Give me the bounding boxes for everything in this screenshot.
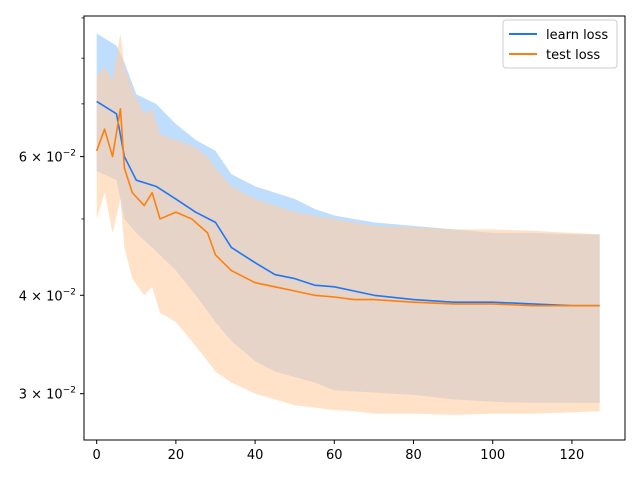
axes: 0 20 40 60 80 100 120 3 × 10−2 4 × 10−2 6 × 10−2 <box>19 15 626 463</box>
x-tick-label: 40 <box>247 448 264 463</box>
y-tick-label: 3 × 10−2 <box>19 386 76 403</box>
legend: learn loss test loss <box>502 19 618 69</box>
legend-box <box>502 19 618 69</box>
legend-label-1: test loss <box>546 48 600 63</box>
x-tick-label: 0 <box>93 448 101 463</box>
series-line-1 <box>95 107 600 307</box>
band-1 <box>96 33 600 415</box>
x-tick-label: 20 <box>168 448 185 463</box>
x-tick-label: 60 <box>326 448 343 463</box>
x-tick-label: 100 <box>480 448 505 463</box>
series-lines <box>95 100 600 307</box>
y-tick-label: 4 × 10−2 <box>19 287 76 304</box>
legend-label-0: learn loss <box>546 28 608 43</box>
series-line-0 <box>96 100 600 307</box>
x-tick-label: 80 <box>405 448 422 463</box>
confidence-bands <box>96 33 600 415</box>
y-tick-label: 6 × 10−2 <box>19 149 76 166</box>
plot-frame <box>83 15 626 441</box>
x-tick-label: 120 <box>560 448 585 463</box>
